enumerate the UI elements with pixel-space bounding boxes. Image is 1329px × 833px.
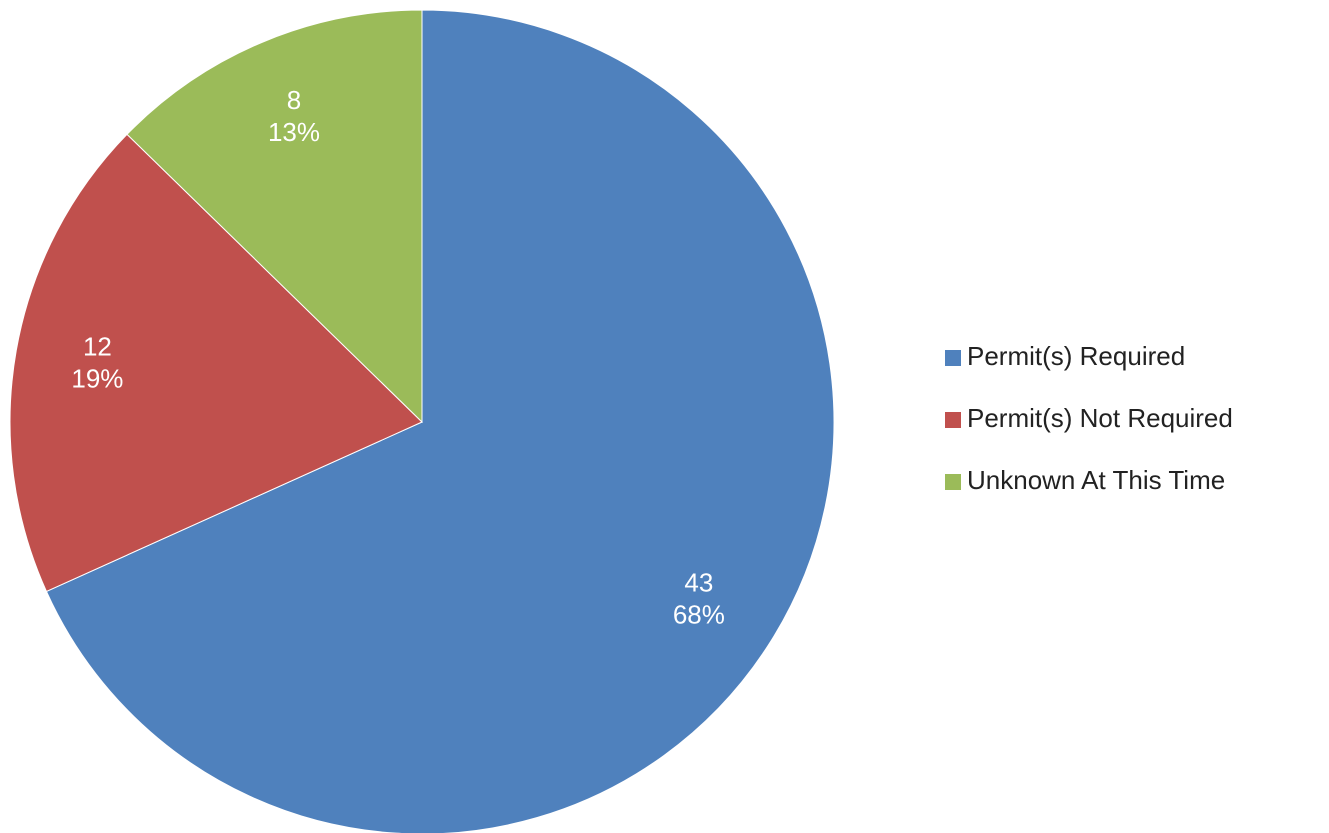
legend-label: Permit(s) Required (967, 341, 1185, 371)
legend-label: Permit(s) Not Required (967, 403, 1233, 433)
slice-percent-label: 19% (71, 364, 123, 394)
legend-swatch (945, 350, 961, 366)
pie-slice (9, 133, 423, 593)
slice-value-label: 8 (287, 85, 301, 115)
pie-slice (45, 9, 835, 833)
legend-swatch (945, 412, 961, 428)
pie-slice (126, 9, 423, 424)
slice-percent-label: 68% (673, 600, 725, 630)
legend-swatch (945, 474, 961, 490)
slice-percent-label: 13% (268, 117, 320, 147)
slice-value-label: 12 (83, 332, 112, 362)
slice-value-label: 43 (684, 568, 713, 598)
legend-label: Unknown At This Time (967, 465, 1225, 495)
